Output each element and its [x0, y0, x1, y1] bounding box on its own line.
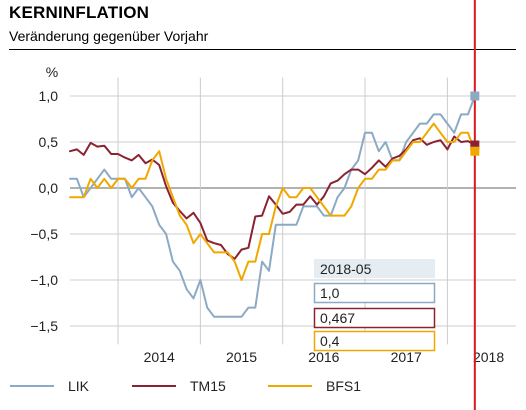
- y-tick-label: −1,0: [30, 272, 58, 288]
- y-tick-label: −0,5: [30, 226, 58, 242]
- tooltip-date: 2018-05: [320, 261, 372, 277]
- tooltip-value-lik: 1,0: [320, 285, 340, 301]
- legend: LIK TM15 BFS1: [10, 378, 361, 394]
- tooltip-box-bfs1: [313, 330, 436, 352]
- title-rule: [9, 49, 516, 50]
- chart-title: KERNINFLATION: [9, 3, 150, 22]
- grid: [70, 77, 516, 345]
- chart-subtitle: Veränderung gegenüber Vorjahr: [9, 28, 209, 44]
- marker-lik: [470, 91, 480, 101]
- tooltip-box-lik: [313, 282, 436, 304]
- tooltip-box-tm15: [313, 307, 436, 329]
- tooltip-date-bg: [314, 259, 435, 278]
- series-line-bfs1: [69, 122, 476, 281]
- legend-label-lik: LIK: [68, 378, 90, 394]
- y-axis: % 1,0 0,5 0,0 −0,5 −1,0 −1,5: [30, 64, 58, 334]
- tooltip: 2018-05 1,0 0,467 0,4: [313, 259, 436, 352]
- y-tick-label: −1,5: [30, 318, 58, 334]
- series-line-tm15: [69, 135, 476, 260]
- marker-tm15: [470, 140, 480, 150]
- y-tick-label: 1,0: [39, 88, 59, 104]
- x-axis: 2014 2015 2016 2017 2018: [144, 349, 505, 365]
- x-tick-label: 2015: [226, 349, 257, 365]
- y-axis-unit-label: %: [46, 64, 58, 80]
- series-line-lik: [69, 95, 476, 318]
- tooltip-value-tm15: 0,467: [320, 310, 355, 326]
- series-lines: [69, 95, 476, 318]
- legend-label-tm15: TM15: [190, 378, 226, 394]
- x-tick-label: 2016: [308, 349, 339, 365]
- tooltip-value-bfs1: 0,4: [320, 333, 340, 349]
- legend-label-bfs1: BFS1: [326, 378, 361, 394]
- y-tick-label: 0,5: [39, 134, 59, 150]
- x-tick-label: 2017: [391, 349, 422, 365]
- marker-bfs1: [470, 146, 480, 156]
- x-tick-label: 2014: [144, 349, 175, 365]
- cursor[interactable]: [470, 0, 480, 410]
- y-tick-label: 0,0: [39, 180, 59, 196]
- x-tick-label: 2018: [473, 349, 504, 365]
